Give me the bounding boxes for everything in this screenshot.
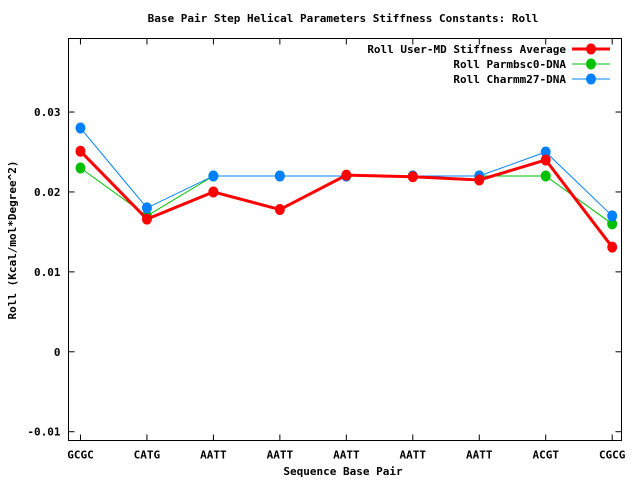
- x-tick-label: AATT: [400, 449, 427, 462]
- data-point: [208, 170, 219, 182]
- legend-marker: [586, 73, 596, 85]
- y-tick-label: 0.01: [34, 266, 61, 279]
- data-point: [75, 145, 86, 157]
- data-point: [141, 213, 152, 225]
- data-point: [274, 204, 285, 216]
- x-tick-label: CATG: [134, 449, 161, 462]
- legend-label: Roll Parmbsc0-DNA: [453, 58, 566, 71]
- legend-label: Roll Charmm27-DNA: [453, 73, 566, 86]
- x-tick-label: AATT: [333, 449, 360, 462]
- legend-marker: [586, 58, 596, 70]
- x-tick-label: AATT: [200, 449, 227, 462]
- legend-marker: [586, 43, 596, 55]
- data-point: [607, 210, 618, 222]
- chart-title: Base Pair Step Helical Parameters Stiffn…: [148, 12, 539, 25]
- y-tick-label: -0.01: [27, 426, 60, 439]
- data-point: [540, 170, 551, 182]
- data-point: [607, 218, 618, 230]
- x-tick-label: AATT: [466, 449, 493, 462]
- y-tick-label: 0: [54, 346, 61, 359]
- x-tick-label: AATT: [267, 449, 294, 462]
- legend-label: Roll User-MD Stiffness Average: [367, 43, 566, 56]
- data-point: [274, 170, 285, 182]
- data-point: [607, 241, 618, 253]
- x-axis-label: Sequence Base Pair: [283, 465, 403, 478]
- data-point: [474, 174, 485, 186]
- x-tick-label: GCGC: [67, 449, 94, 462]
- y-axis-label: Roll (Kcal/mol*Degree^2): [6, 161, 19, 320]
- data-point: [75, 162, 86, 174]
- data-point: [540, 146, 551, 158]
- data-point: [341, 169, 352, 181]
- data-point: [75, 122, 86, 134]
- data-point: [208, 186, 219, 198]
- y-tick-label: 0.03: [34, 106, 61, 119]
- x-tick-label: ACGT: [532, 449, 559, 462]
- plot-frame: [68, 38, 622, 441]
- y-tick-label: 0.02: [34, 186, 61, 199]
- series-line: [79, 150, 614, 249]
- data-point: [540, 154, 551, 166]
- x-tick-label: CGCG: [599, 449, 626, 462]
- data-point: [141, 202, 152, 214]
- data-point: [407, 171, 418, 183]
